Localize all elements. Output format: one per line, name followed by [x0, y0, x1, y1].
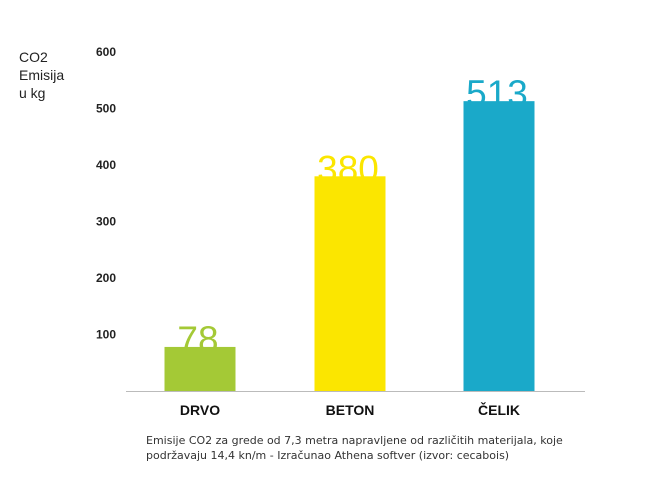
- data-label: 78: [177, 319, 218, 360]
- y-tick-label: 600: [96, 45, 116, 59]
- bars: [164, 101, 535, 391]
- x-axis-categories: DRVO BETON ČELIK: [180, 401, 520, 418]
- bar-drvo: [164, 346, 236, 391]
- y-tick-label: 500: [96, 102, 116, 116]
- data-label: 513: [466, 73, 528, 114]
- data-labels: 78 380 513: [177, 73, 527, 360]
- y-tick-label: 300: [96, 215, 116, 229]
- y-axis-label: CO2 Emisija u kg: [19, 49, 64, 101]
- y-axis-label-line: Emisija: [19, 67, 64, 83]
- y-tick-label: 200: [96, 271, 116, 285]
- y-tick-label: 100: [96, 328, 116, 342]
- x-category-label: ČELIK: [478, 401, 520, 418]
- y-axis-label-line: CO2: [19, 49, 48, 65]
- y-axis-ticks: 100 200 300 400 500 600: [96, 45, 116, 342]
- chart-caption: Emisije CO2 za grede od 7,3 metra naprav…: [146, 434, 563, 462]
- x-category-label: DRVO: [180, 402, 220, 418]
- y-axis-label-line: u kg: [19, 85, 45, 101]
- y-tick-label: 400: [96, 158, 116, 172]
- data-label: 380: [317, 148, 379, 189]
- bar-beton: [314, 176, 386, 391]
- x-category-label: BETON: [326, 402, 375, 418]
- bar-čelik: [463, 101, 535, 391]
